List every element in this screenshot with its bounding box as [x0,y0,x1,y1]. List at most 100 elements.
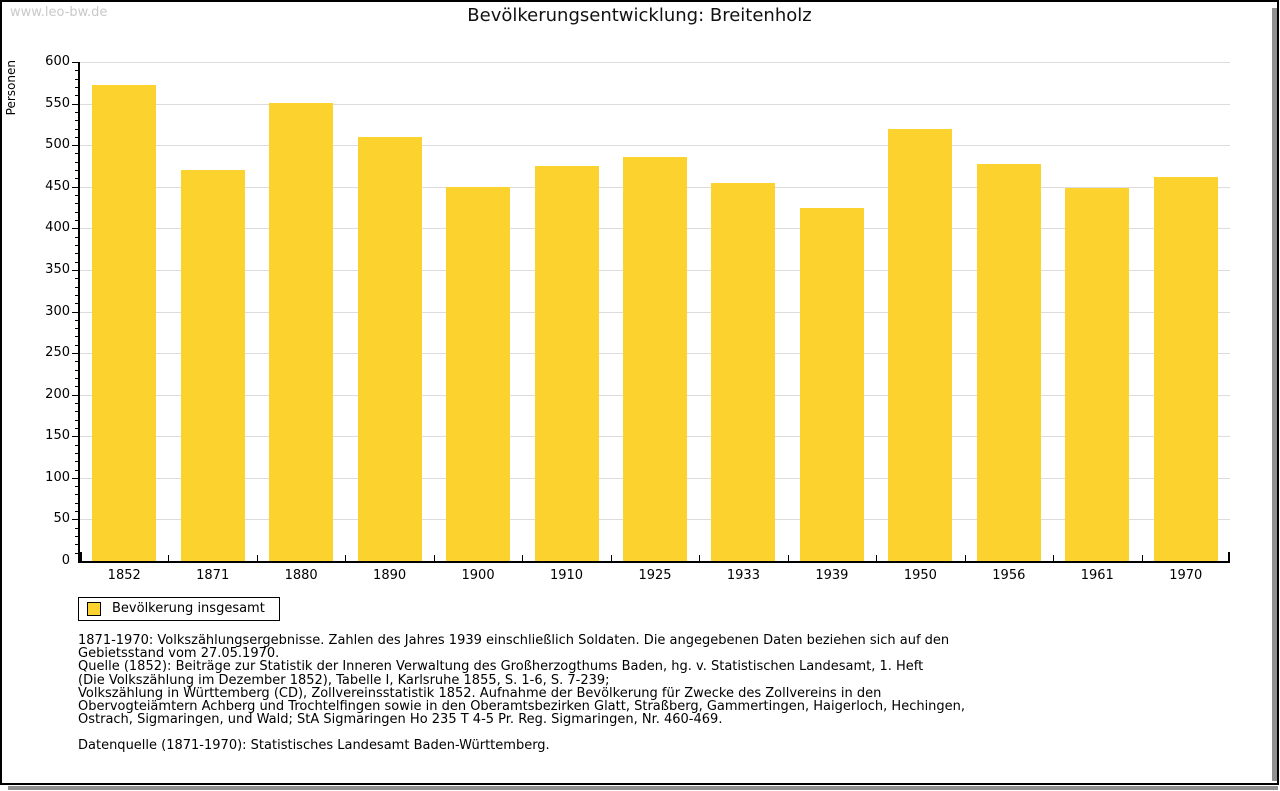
y-minor-tick-icon [75,527,78,529]
y-axis-title: Personen [4,60,18,116]
y-minor-tick-icon [75,494,78,496]
y-minor-tick-icon [75,552,78,554]
x-boundary-tick-icon [610,555,612,561]
y-minor-tick-icon [75,111,78,113]
x-tick-label: 1880 [284,568,318,583]
y-minor-tick-icon [75,419,78,421]
bar [534,165,599,561]
y-minor-tick-icon [75,361,78,363]
y-tick-label: 300 [45,303,70,319]
y-minor-tick-icon [75,452,78,454]
gridline [80,145,1230,147]
bar [799,207,864,561]
bar [446,186,511,561]
y-major-tick-icon [72,519,78,521]
x-boundary-tick-icon [345,555,347,561]
footer-line: Volkszählung in Württemberg (CD), Zollve… [78,685,882,701]
bar [976,164,1041,561]
y-major-tick-icon [72,145,78,147]
datasource-line: Datenquelle (1871-1970): Statistisches L… [78,738,550,754]
y-minor-tick-icon [75,120,78,122]
y-minor-tick-icon [75,170,78,172]
y-major-tick-icon [72,436,78,438]
y-tick-label: 200 [45,386,70,402]
x-tick-label: 1900 [461,568,495,583]
plot-area: 0 50 100 150 200 250 300 350 400 450 500 550 600 1852… [45,55,1230,583]
y-tick-label: 100 [45,469,70,485]
x-tick-label: 1956 [992,568,1026,583]
x-tick-label: 1939 [815,568,849,583]
x-tick-label: 1970 [1169,568,1203,583]
x-boundary-tick-icon [787,555,789,561]
footer-notes: 1871-1970: Volkszählungsergebnisse. Zahl… [78,634,998,753]
y-minor-tick-icon [75,444,78,446]
y-minor-tick-icon [75,502,78,504]
footer-line: Ostrach, Sigmaringen, und Wald; StA Sigm… [78,712,723,728]
x-boundary-tick-icon [1228,552,1230,561]
y-minor-tick-icon [75,220,78,222]
y-minor-tick-icon [75,319,78,321]
panel-shadow-bottom [8,786,1278,790]
x-boundary-tick-icon [80,552,82,561]
y-minor-tick-icon [75,178,78,180]
y-minor-tick-icon [75,461,78,463]
bar [1153,176,1218,561]
y-tick-label: 400 [45,220,70,236]
y-minor-tick-icon [75,411,78,413]
x-boundary-tick-icon [1141,555,1143,561]
y-minor-tick-icon [75,336,78,338]
y-minor-tick-icon [75,236,78,238]
x-boundary-tick-icon [522,555,524,561]
y-minor-tick-icon [75,203,78,205]
y-minor-tick-icon [75,286,78,288]
bar [711,183,776,561]
y-minor-tick-icon [75,378,78,380]
bar [623,156,687,561]
x-tick-label: 1910 [549,568,584,583]
legend-label: Bevölkerung insgesamt [112,601,265,616]
y-tick-label: 500 [45,137,70,153]
y-major-tick-icon [72,477,78,479]
x-boundary-tick-icon [168,555,170,561]
y-minor-tick-icon [75,369,78,371]
gridline [80,62,1230,63]
y-minor-tick-icon [75,536,78,538]
y-minor-tick-icon [75,328,78,330]
y-minor-tick-icon [75,195,78,197]
footer-line: Obervogteiämtern Achberg und Trochtelfin… [78,699,966,715]
bar [1065,188,1130,561]
y-tick-label: 600 [45,54,70,69]
y-minor-tick-icon [75,86,78,88]
y-minor-tick-icon [75,511,78,513]
y-tick-label: 350 [45,261,70,277]
y-minor-tick-icon [75,344,78,346]
y-major-tick-icon [72,103,78,105]
y-tick-label: 150 [45,428,70,444]
y-minor-tick-icon [75,161,78,163]
y-minor-tick-icon [75,128,78,130]
y-minor-tick-icon [75,402,78,404]
x-tick-label: 1852 [107,568,141,583]
footer-line: 1871-1970: Volkszählungsergebnisse. Zahl… [78,633,950,648]
x-boundary-tick-icon [876,555,878,561]
bar [888,129,953,561]
y-minor-tick-icon [75,70,78,72]
y-minor-tick-icon [75,253,78,255]
x-tick-label: 1950 [903,568,937,583]
y-tick-label: 50 [53,511,70,527]
x-tick-label: 1925 [638,568,672,583]
chart-title: Bevölkerungsentwicklung: Breitenholz [467,5,812,26]
y-minor-tick-icon [75,153,78,155]
bar [180,170,245,561]
y-tick-label: 250 [45,345,70,361]
y-minor-tick-icon [75,136,78,138]
footer-line: Quelle (1852): Beiträge zur Statistik de… [78,659,924,675]
footer-line: Gebietsstand vom 27.05.1970. [78,646,280,662]
y-minor-tick-icon [75,427,78,429]
y-minor-tick-icon [75,261,78,263]
y-minor-tick-icon [75,95,78,97]
watermark: www.leo-bw.de [10,5,108,20]
y-tick-label: 0 [61,553,70,568]
bar [92,85,157,561]
